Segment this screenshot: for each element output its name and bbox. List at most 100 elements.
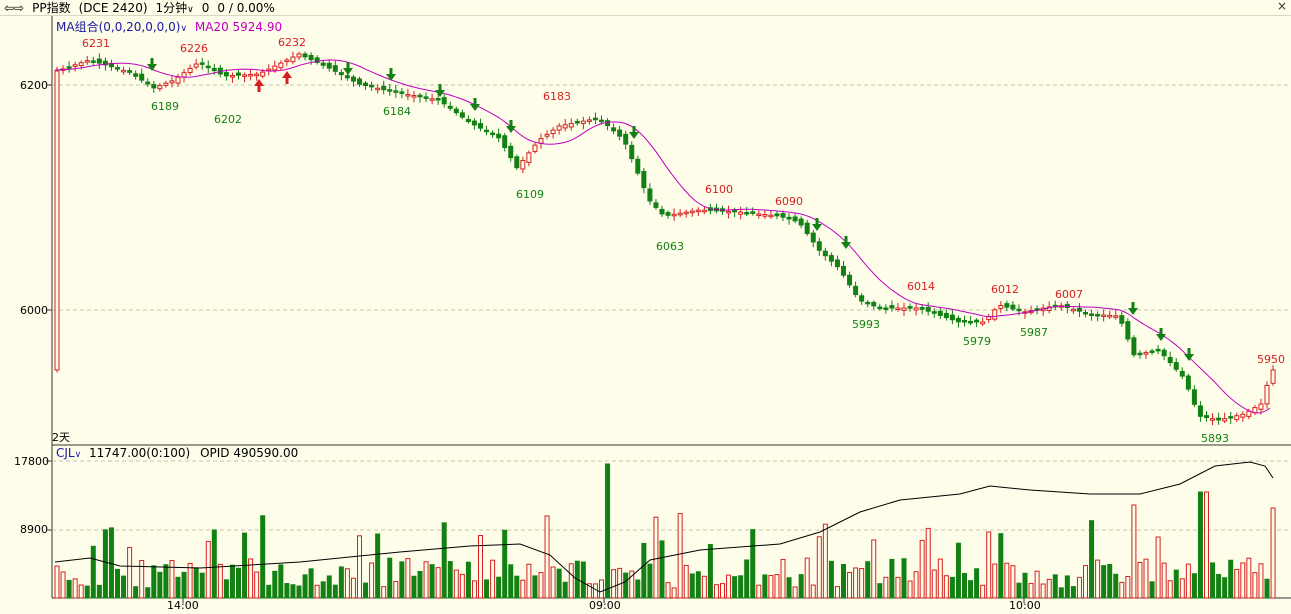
candle-body [962, 320, 967, 323]
candle-body [411, 95, 417, 98]
candle-body [199, 62, 205, 65]
volume-bar [550, 566, 556, 599]
volume-bar [629, 570, 635, 599]
ma20-value: MA20 5924.90 [194, 20, 283, 34]
low-price-label: 5979 [963, 335, 991, 348]
volume-bar [84, 585, 90, 599]
back-arrows-icon[interactable]: ⇦⇨ [4, 0, 25, 15]
volume-bar [532, 575, 538, 599]
volume-bar [750, 529, 756, 599]
candle-body [508, 145, 514, 159]
candle-body [447, 105, 453, 109]
volume-bar [453, 569, 459, 599]
volume-bar [671, 587, 677, 599]
sell-arrow-icon [470, 104, 480, 111]
candle-body [157, 85, 163, 90]
candle-body [229, 75, 235, 78]
volume-bar [502, 529, 508, 599]
volume-bar [163, 564, 169, 599]
close-icon[interactable]: × [1276, 0, 1287, 13]
candle-body [925, 306, 931, 312]
candle-body [931, 311, 937, 314]
volume-bar [229, 564, 235, 599]
volume-bar [471, 580, 477, 599]
volume-bar [169, 560, 175, 599]
candle-body [1173, 362, 1179, 370]
candle-body [260, 71, 266, 77]
candle-body [278, 62, 284, 69]
volume-bar [780, 558, 786, 599]
volume-bar [1210, 562, 1216, 599]
volume-bar [139, 559, 145, 599]
candle-body [750, 211, 756, 214]
volume-indicator-selector[interactable]: CJL∨ [56, 446, 82, 460]
chevron-down-icon: ∨ [187, 5, 194, 15]
candle-body [175, 76, 181, 84]
candle-body [145, 81, 151, 85]
volume-bar [1179, 578, 1185, 599]
sell-arrow-icon [473, 98, 477, 104]
volume-bar [1143, 558, 1149, 599]
volume-bar [925, 527, 931, 599]
candle-body [520, 160, 526, 170]
symbol-name[interactable]: PP指数 [32, 1, 71, 15]
period-selector[interactable]: 1分钟∨ [155, 1, 194, 15]
candle-body [459, 112, 465, 118]
volume-bar [992, 563, 998, 599]
candle-body [647, 188, 653, 202]
candle-body [992, 309, 998, 320]
candle-body [151, 84, 157, 89]
candle-body [623, 133, 629, 145]
volume-bar [175, 576, 181, 599]
candle-body [72, 64, 78, 67]
candle-body [919, 307, 925, 310]
volume-bar [423, 561, 429, 599]
volume-bar [508, 564, 514, 599]
candle-body [659, 208, 665, 215]
volume-bar [871, 539, 877, 599]
ma-indicator-selector[interactable]: MA组合(0,0,20,0,0,0)∨ [56, 20, 188, 34]
volume-bar [1107, 563, 1113, 599]
time-tick-0900: 09:00 [589, 599, 621, 612]
volume-bar [665, 582, 671, 599]
sell-arrow-icon [438, 84, 442, 90]
volume-bar [998, 533, 1004, 599]
high-price-label: 6226 [180, 42, 208, 55]
high-price-label: 6090 [775, 195, 803, 208]
ma20-line [54, 59, 1271, 414]
candle-body [1113, 315, 1119, 318]
candle-body [1228, 416, 1234, 419]
sell-arrow-icon [1131, 302, 1135, 308]
candle-body [841, 265, 846, 276]
buy-arrow-icon [285, 78, 289, 84]
candle-body [84, 60, 90, 63]
volume-bar [157, 571, 163, 599]
high-price-label: 6231 [82, 37, 110, 50]
volume-bar [1246, 557, 1252, 599]
candle-body [344, 75, 350, 79]
candle-body [478, 123, 483, 129]
volume-bar [387, 557, 393, 599]
volume-bar [980, 584, 986, 599]
volume-bar [907, 580, 913, 599]
candle-body [629, 144, 635, 160]
candle-body [78, 62, 84, 67]
volume-bar [1070, 586, 1076, 599]
candle-body [544, 133, 550, 137]
volume-bar [732, 576, 738, 599]
high-price-label: 6014 [907, 280, 935, 293]
candle-body [115, 67, 120, 70]
candle-body [974, 319, 980, 323]
volume-bar [369, 562, 375, 599]
volume-bar [834, 586, 840, 599]
candle-body [429, 98, 435, 101]
candle-body [1125, 321, 1131, 340]
high-price-label: 6012 [991, 283, 1019, 296]
candle-body [1101, 314, 1107, 317]
candle-body [641, 170, 647, 189]
volume-bar [145, 587, 151, 599]
candle-body [66, 66, 72, 69]
volume-bar [278, 564, 284, 599]
candle-body [889, 305, 895, 309]
